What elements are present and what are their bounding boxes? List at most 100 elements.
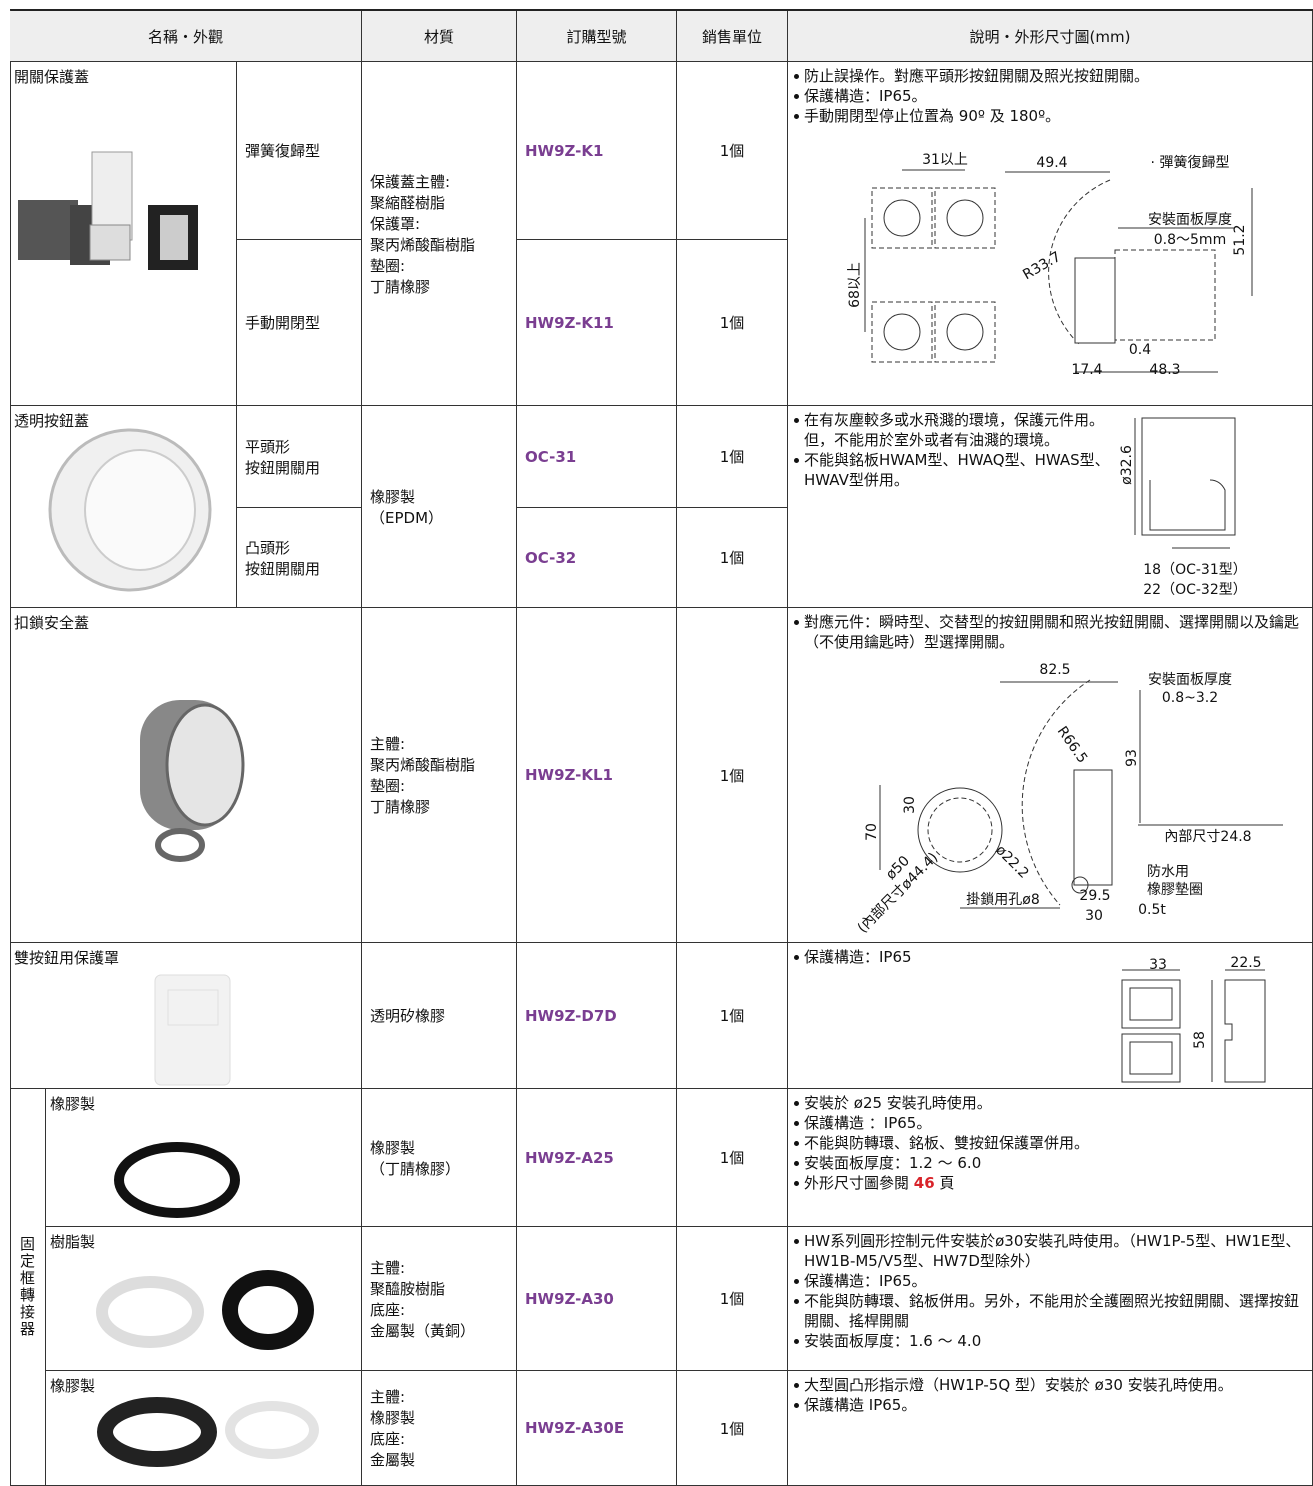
material-cell: 主體: 聚醯胺樹脂底座: 金屬製（黃銅） [362, 1227, 517, 1371]
bullet [794, 1141, 799, 1146]
bullet [794, 955, 799, 960]
unit-cell: 1個 [677, 508, 788, 608]
header-cell: 材質 [362, 11, 517, 62]
material: 橡膠製 [370, 1409, 416, 1427]
description-cell: HW系列圓形控制元件安裝於ø30安裝孔時使用。（HW1P-5型、HW1E型、HW… [788, 1227, 1313, 1371]
material: 金屬製（黃銅） [370, 1321, 476, 1340]
material: （EPDM） [370, 508, 444, 527]
bullet [794, 1403, 799, 1408]
header-cell: 說明・外形尺寸圖(mm) [788, 11, 1313, 62]
unit-cell: 1個 [677, 62, 788, 240]
material: 墊圈: [370, 777, 406, 795]
name-cell: 扣鎖安全蓋 [10, 608, 362, 943]
material: 橡膠製 [370, 487, 416, 506]
text: 頁 [934, 1174, 955, 1192]
description-cell: 保護構造：IP65 [788, 943, 1313, 1089]
unit-cell: 1個 [677, 406, 788, 508]
header-cell: 名稱・外觀 [10, 11, 362, 62]
part-cell: HW9Z-K1 [517, 62, 677, 240]
text: 防止誤操作。對應平頭形按鈕開關及照光按鈕開關。 [804, 67, 1150, 85]
bullet [794, 620, 799, 625]
material: 透明矽橡膠 [370, 1007, 446, 1025]
material-cell: 保護蓋主體: 聚縮醛樹脂 保護罩: 聚丙烯酸酯樹脂 墊圈: 丁腈橡膠 [362, 62, 517, 406]
text: 不能與防轉環、銘板、雙按鈕保護罩併用。 [804, 1134, 1090, 1152]
bullet-item: 保護構造 ：IP65。 [792, 1113, 1307, 1133]
part-number: HW9Z-K11 [525, 313, 614, 332]
top-rule [10, 9, 1313, 11]
bullet-item: 安裝於 ø25 安裝孔時使用。 [792, 1093, 1307, 1113]
material: 橡膠製 [370, 1138, 416, 1157]
text: 安裝面板厚度：1.2 ～ 6.0 [804, 1154, 982, 1172]
part-number: HW9Z-K1 [525, 141, 604, 160]
variant-name: 彈簧復歸型 [245, 142, 321, 160]
product-name: 橡膠製 [50, 1095, 96, 1113]
header-text: 說明・外形尺寸圖(mm) [969, 27, 1131, 46]
bullet [794, 1161, 799, 1166]
material: 丁腈橡膠 [370, 798, 431, 816]
text: 手動開閉型停止位置為 90º 及 180º。 [804, 107, 1061, 125]
text: 外形尺寸圖參閱 [804, 1174, 914, 1192]
unit: 1個 [719, 1419, 745, 1438]
part-cell: HW9Z-K11 [517, 240, 677, 406]
material: 底座: [370, 1300, 406, 1319]
header-text: 銷售單位 [701, 27, 762, 46]
unit-cell: 1個 [677, 1089, 788, 1227]
unit-cell: 1個 [677, 1227, 788, 1371]
unit: 1個 [719, 1290, 745, 1308]
unit: 1個 [719, 549, 745, 567]
bullet-item: 大型圓凸形指示燈（HW1P-5Q 型）安裝於 ø30 安裝孔時使用。 [792, 1375, 1307, 1395]
variant-cell: 彈簧復歸型 [237, 62, 362, 240]
part-cell: HW9Z-D7D [517, 943, 677, 1089]
bullet [794, 418, 799, 423]
material: 聚丙烯酸酯樹脂 [370, 756, 476, 774]
bullet-item: 對應元件：瞬時型、交替型的按鈕開關和照光按鈕開關、選擇開關以及鑰匙（不使用鑰匙時… [792, 612, 1307, 652]
unit: 1個 [719, 142, 745, 160]
part-number: HW9Z-A30 [525, 1289, 614, 1308]
group-label: 固定框轉接器 [18, 1236, 36, 1338]
product-name: 樹脂製 [50, 1233, 96, 1251]
text: 安裝於 ø25 安裝孔時使用。 [804, 1094, 992, 1112]
variant-cell: 凸頭形 按鈕開關用 [237, 508, 362, 608]
bullet [794, 1101, 799, 1106]
material: 主體: [370, 735, 406, 753]
product-name: 雙按鈕用保護罩 [14, 949, 120, 967]
material-cell: 橡膠製 （丁腈橡膠） [362, 1089, 517, 1227]
material: 主體: [370, 1388, 406, 1406]
bullet [794, 458, 799, 463]
name-cell: 開關保護蓋 [10, 62, 237, 406]
product-name: 橡膠製 [50, 1377, 96, 1395]
bullet-item: 不能與防轉環、銘板、雙按鈕保護罩併用。 [792, 1133, 1307, 1153]
bullet-item: 外形尺寸圖參閱 46 頁 [792, 1173, 1307, 1193]
text: 保護構造：IP65。 [804, 87, 927, 105]
part-number: OC-31 [525, 447, 577, 466]
text: 在有灰塵較多或水飛濺的環境，保護元件用。但，不能用於室外或者有油濺的環境。 [804, 411, 1105, 449]
variant-name: 按鈕開關用 [245, 458, 321, 477]
material: 聚醯胺樹脂 [370, 1279, 446, 1298]
material-cell: 透明矽橡膠 [362, 943, 517, 1089]
unit: 1個 [719, 1149, 745, 1167]
description-cell: 大型圓凸形指示燈（HW1P-5Q 型）安裝於 ø30 安裝孔時使用。 保護構造 I… [788, 1371, 1313, 1486]
text: 46 [913, 1174, 935, 1192]
description-cell: 對應元件：瞬時型、交替型的按鈕開關和照光按鈕開關、選擇開關以及鑰匙（不使用鑰匙時… [788, 608, 1313, 943]
name-cell: 樹脂製 [46, 1227, 362, 1371]
bullet-item: 保護構造：IP65。 [792, 86, 1307, 106]
name-cell: 橡膠製 [46, 1089, 362, 1227]
material: 主體: [370, 1258, 406, 1277]
unit-cell: 1個 [677, 1371, 788, 1486]
text: 不能與防轉環、銘板併用。另外，不能用於全護圈照光按鈕開關、選擇按鈕開關、搖桿開關 [804, 1292, 1300, 1330]
description-cell: 在有灰塵較多或水飛濺的環境，保護元件用。但，不能用於室外或者有油濺的環境。 不能與… [788, 406, 1313, 608]
bullet [794, 1121, 799, 1126]
variant-name: 按鈕開關用 [245, 559, 321, 578]
left-rule [10, 10, 11, 1486]
bullet [794, 1339, 799, 1344]
product-name: 開關保護蓋 [14, 68, 90, 86]
part-cell: OC-32 [517, 508, 677, 608]
description-cell: 安裝於 ø25 安裝孔時使用。 保護構造 ：IP65。 不能與防轉環、銘板、雙按鈕保… [788, 1089, 1313, 1227]
part-cell: HW9Z-KL1 [517, 608, 677, 943]
part-cell: HW9Z-A30E [517, 1371, 677, 1486]
text: 安裝面板厚度：1.6 ～ 4.0 [804, 1332, 982, 1350]
material-cell: 橡膠製 （EPDM） [362, 406, 517, 608]
bullet-item: 防止誤操作。對應平頭形按鈕開關及照光按鈕開關。 [792, 66, 1307, 86]
bullet [794, 74, 799, 79]
